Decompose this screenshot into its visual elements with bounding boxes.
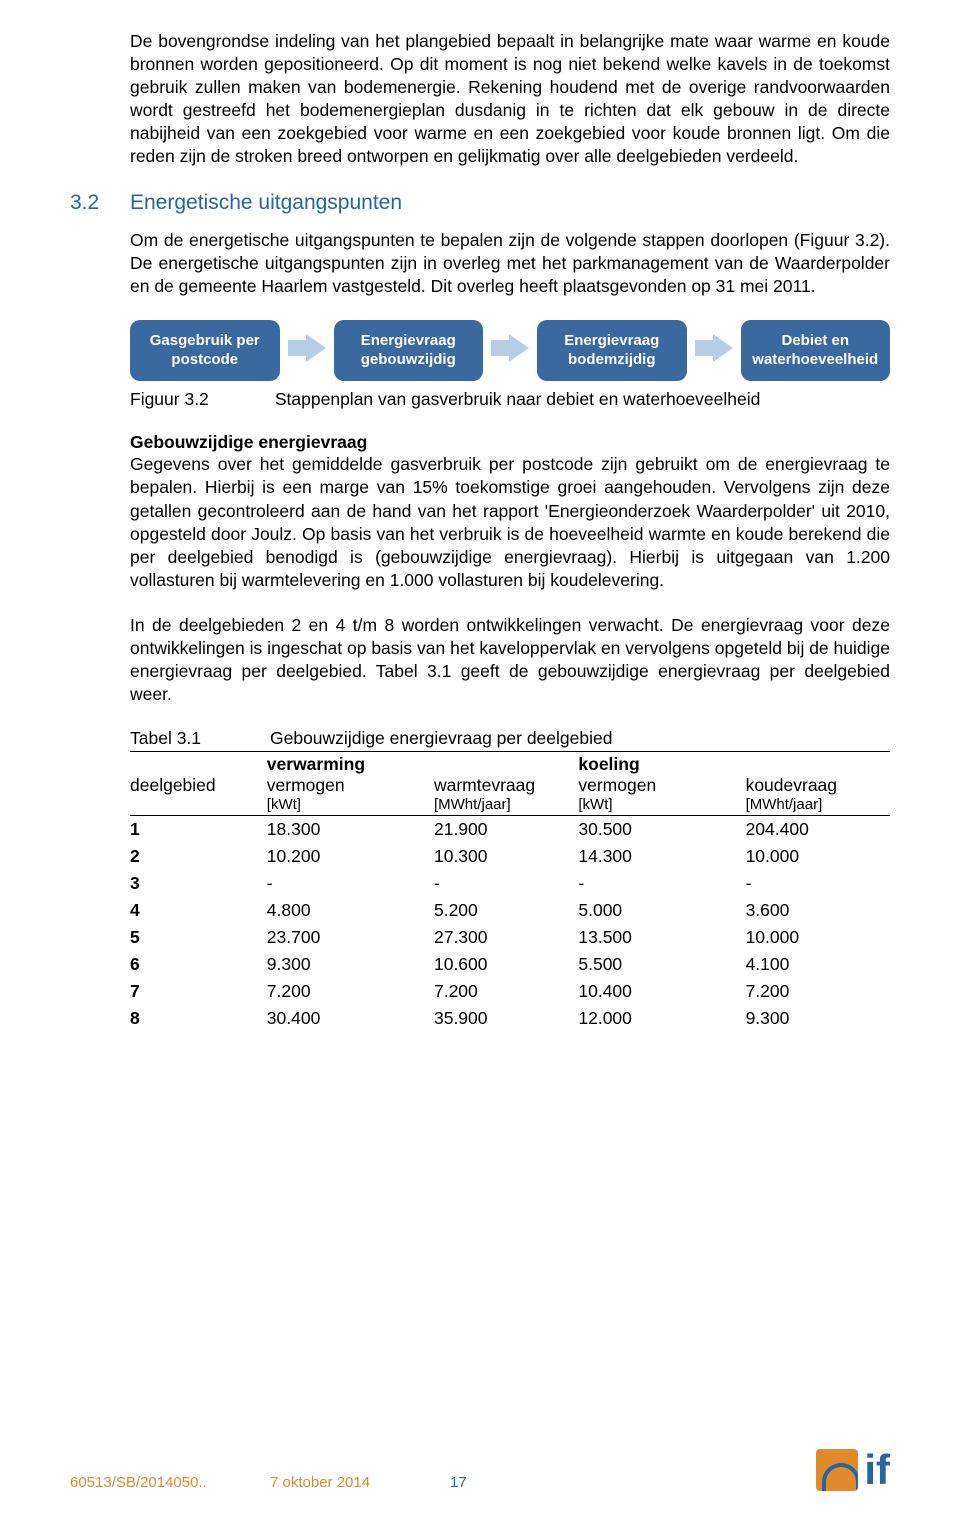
- table-cell: 8: [130, 1008, 267, 1029]
- table-unit-row: [kWt] [MWht/jaar] [kWt] [MWht/jaar]: [130, 796, 890, 816]
- table-cell: 4: [130, 900, 267, 921]
- table-group-header-row: verwarming koeling: [130, 752, 890, 775]
- table-cell: 2: [130, 846, 267, 867]
- logo-icon: [816, 1449, 858, 1491]
- table-row: 3----: [130, 870, 890, 897]
- table-unit-cell: [MWht/jaar]: [746, 796, 890, 813]
- table-row: 118.30021.90030.500204.400: [130, 816, 890, 843]
- footer-docref: 60513/SB/2014050..: [70, 1474, 270, 1491]
- table-header-cell: vermogen: [578, 775, 745, 796]
- page-footer: 60513/SB/2014050.. 7 oktober 2014 17 if: [70, 1449, 890, 1491]
- figure-caption-text: Stappenplan van gasverbruik naar debiet …: [275, 389, 760, 409]
- table-group-cell: verwarming: [267, 754, 579, 775]
- table-header-cell: koudevraag: [746, 775, 890, 796]
- table-row: 69.30010.6005.5004.100: [130, 951, 890, 978]
- table-group-cell: koeling: [578, 754, 890, 775]
- footer-page-number: 17: [450, 1474, 467, 1491]
- table-cell: 4.100: [746, 954, 890, 975]
- table-cell: 21.900: [434, 819, 578, 840]
- footer-date: 7 oktober 2014: [270, 1474, 450, 1491]
- footer-logo: if: [816, 1449, 890, 1491]
- table-cell: -: [267, 873, 434, 894]
- table-cell: 7: [130, 981, 267, 1002]
- arrow-right-icon: [491, 334, 529, 367]
- intro-paragraph: De bovengrondse indeling van het plangeb…: [130, 30, 890, 169]
- table-cell: -: [578, 873, 745, 894]
- table-cell: 35.900: [434, 1008, 578, 1029]
- table-row: 830.40035.90012.0009.300: [130, 1005, 890, 1032]
- section-heading: 3.2 Energetische uitgangspunten: [70, 191, 890, 215]
- table-cell: 7.200: [746, 981, 890, 1002]
- table-unit-cell: [kWt]: [267, 796, 434, 813]
- table-cell: 204.400: [746, 819, 890, 840]
- table-number: Tabel 3.1: [130, 728, 270, 749]
- figure-caption: Figuur 3.2 Stappenplan van gasverbruik n…: [130, 389, 890, 410]
- energy-table: Tabel 3.1 Gebouwzijdige energievraag per…: [130, 728, 890, 1032]
- table-cell: 10.300: [434, 846, 578, 867]
- page: De bovengrondse indeling van het plangeb…: [0, 0, 960, 1519]
- table-row: 77.2007.20010.4007.200: [130, 978, 890, 1005]
- table-cell: 5.000: [578, 900, 745, 921]
- table-cell: 13.500: [578, 927, 745, 948]
- table-cell: 9.300: [267, 954, 434, 975]
- table-cell: 7.200: [267, 981, 434, 1002]
- table-cell: 18.300: [267, 819, 434, 840]
- table-cell: 10.000: [746, 927, 890, 948]
- table-cell: 30.400: [267, 1008, 434, 1029]
- table-cell: 10.000: [746, 846, 890, 867]
- table-title: Tabel 3.1 Gebouwzijdige energievraag per…: [130, 728, 890, 752]
- flow-step-2: Energievraag gebouwzijdig: [334, 320, 484, 382]
- table-cell: 27.300: [434, 927, 578, 948]
- arrow-right-icon: [695, 334, 733, 367]
- flow-step-1: Gasgebruik per postcode: [130, 320, 280, 382]
- table-cell: 9.300: [746, 1008, 890, 1029]
- table-cell: 10.600: [434, 954, 578, 975]
- logo-text: if: [864, 1449, 890, 1491]
- table-cell: 7.200: [434, 981, 578, 1002]
- table-header-cell: warmtevraag: [434, 775, 578, 796]
- subheading-gebouwzijdige: Gebouwzijdige energievraag: [130, 432, 890, 453]
- table-row: 210.20010.30014.30010.000: [130, 843, 890, 870]
- table-cell: 5.500: [578, 954, 745, 975]
- table-cell: 10.200: [267, 846, 434, 867]
- table-cell: 3: [130, 873, 267, 894]
- table-cell: 23.700: [267, 927, 434, 948]
- section-title: Energetische uitgangspunten: [130, 191, 402, 215]
- table-cell: 6: [130, 954, 267, 975]
- table-row: 523.70027.30013.50010.000: [130, 924, 890, 951]
- process-flow: Gasgebruik per postcode Energievraag geb…: [130, 320, 890, 382]
- table-cell: 10.400: [578, 981, 745, 1002]
- table-cell: 12.000: [578, 1008, 745, 1029]
- figure-number: Figuur 3.2: [130, 389, 270, 410]
- table-group-cell: [130, 754, 267, 775]
- paragraph-deelgebieden: In de deelgebieden 2 en 4 t/m 8 worden o…: [130, 614, 890, 706]
- table-cell: 30.500: [578, 819, 745, 840]
- table-row: 44.8005.2005.0003.600: [130, 897, 890, 924]
- table-cell: 3.600: [746, 900, 890, 921]
- table-unit-cell: [kWt]: [578, 796, 745, 813]
- arrow-right-icon: [288, 334, 326, 367]
- table-cell: -: [746, 873, 890, 894]
- table-cell: 5.200: [434, 900, 578, 921]
- table-header-row: deelgebied vermogen warmtevraag vermogen…: [130, 775, 890, 796]
- flow-step-3: Energievraag bodemzijdig: [537, 320, 687, 382]
- table-cell: -: [434, 873, 578, 894]
- table-cell: 1: [130, 819, 267, 840]
- table-title-text: Gebouwzijdige energievraag per deelgebie…: [270, 728, 612, 749]
- table-header-cell: vermogen: [267, 775, 434, 796]
- paragraph-gebouwzijdige: Gegevens over het gemiddelde gasverbruik…: [130, 453, 890, 592]
- section-intro-paragraph: Om de energetische uitgangspunten te bep…: [130, 229, 890, 298]
- table-unit-cell: [MWht/jaar]: [434, 796, 578, 813]
- table-body: 118.30021.90030.500204.400210.20010.3001…: [130, 816, 890, 1032]
- flow-step-4: Debiet en waterhoeveelheid: [741, 320, 891, 382]
- table-header-cell: deelgebied: [130, 775, 267, 796]
- table-unit-cell: [130, 796, 267, 813]
- section-number: 3.2: [70, 191, 130, 215]
- table-cell: 4.800: [267, 900, 434, 921]
- table-cell: 5: [130, 927, 267, 948]
- table-cell: 14.300: [578, 846, 745, 867]
